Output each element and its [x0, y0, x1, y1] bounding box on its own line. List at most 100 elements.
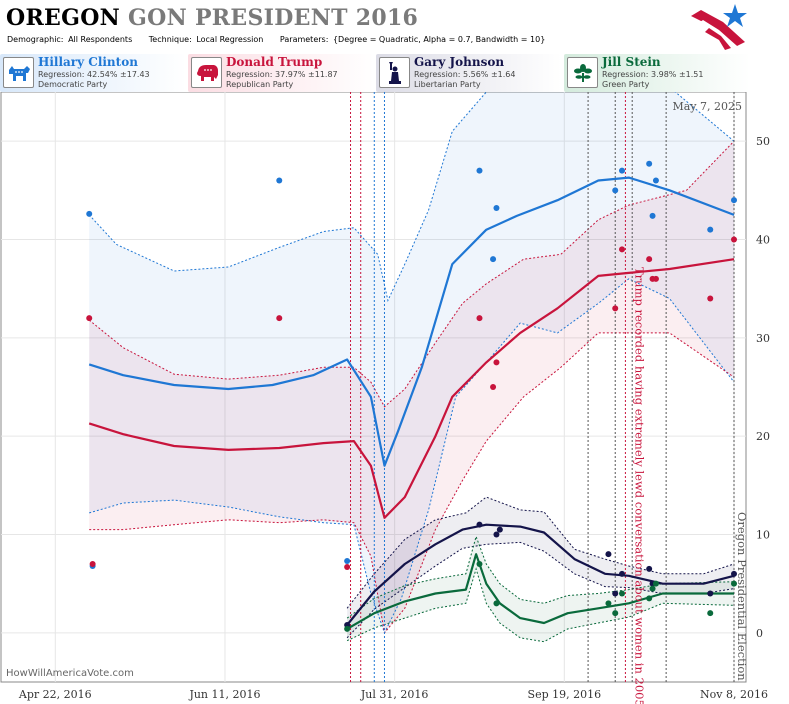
candidate-regression: Regression: 5.56% ±1.64 [414, 70, 516, 79]
upper-bound-line [88, 92, 735, 303]
x-tick-label: Nov 8, 2016 [700, 688, 768, 701]
poll-point [476, 167, 483, 174]
poll-point [612, 610, 619, 617]
poll-point [476, 315, 483, 322]
source-label: HowWillAmericaVote.com [6, 668, 134, 679]
poll-point [619, 590, 626, 597]
poll-point [707, 610, 714, 617]
flower-icon [567, 57, 598, 88]
poll-point [646, 565, 653, 572]
poll-point [612, 590, 619, 597]
candidate-name: Hillary Clinton [38, 55, 138, 69]
poll-point [707, 590, 714, 597]
candidate-party: Democratic Party [38, 80, 108, 89]
candidate-card-clinton[interactable]: Hillary Clinton Regression: 42.54% ±17.4… [0, 54, 186, 92]
page-title: OREGON GON PRESIDENT 2016 [6, 5, 418, 31]
candidate-name: Donald Trump [226, 55, 323, 69]
annotation-label: Trump recorded having extremely lewd con… [632, 267, 646, 704]
confidence-band [89, 92, 734, 633]
parameters-value: {Degree = Quadratic, Alpha = 0.7, Bandwi… [332, 35, 546, 44]
poll-point [344, 625, 351, 632]
x-tick-label: Sep 19, 2016 [528, 688, 602, 701]
candidate-regression: Regression: 3.98% ±1.51 [602, 70, 704, 79]
candidate-legend: Hillary Clinton Regression: 42.54% ±17.4… [0, 54, 789, 92]
poll-point [652, 177, 659, 184]
poll-point [731, 197, 737, 204]
poll-point [493, 600, 500, 607]
candidate-party: Libertarian Party [414, 80, 481, 89]
poll-point [646, 160, 653, 167]
confidence-band [347, 536, 734, 642]
plot-frame [0, 92, 747, 683]
regression-line [88, 176, 735, 467]
poll-point [476, 561, 483, 567]
x-tick-label: Jul 31, 2016 [360, 688, 429, 701]
poll-point [707, 226, 714, 233]
poll-point [619, 167, 626, 174]
candidate-name: Jill Stein [602, 55, 661, 69]
poll-point [646, 256, 653, 263]
candidate-card-trump[interactable]: Donald Trump Regression: 37.97% ±11.87 R… [188, 54, 374, 92]
candidate-party: Green Party [602, 80, 650, 89]
demographic-value: All Respondents [68, 35, 133, 44]
poll-point [490, 256, 497, 263]
poll-point [646, 595, 653, 602]
candidate-regression: Regression: 42.54% ±17.43 [38, 70, 150, 79]
y-tick-label: 0 [756, 627, 763, 640]
poll-point [344, 558, 351, 565]
candidate-card-johnson[interactable]: Gary Johnson Regression: 5.56% ±1.64 Lib… [376, 54, 562, 92]
lower-bound-line [346, 541, 735, 639]
demographic-label: Demographic: [7, 35, 64, 44]
poll-point [612, 187, 619, 194]
poll-point [86, 210, 93, 217]
elephant-icon [191, 57, 222, 88]
parameters-line: Demographic: All Respondents Technique: … [7, 35, 559, 44]
plot-area [86, 92, 737, 682]
poll-point [731, 580, 737, 587]
regression-line [346, 553, 734, 630]
regression-line [88, 258, 735, 519]
confidence-band [347, 497, 734, 638]
technique-label: Technique: [148, 35, 192, 44]
poll-point [731, 236, 737, 243]
poll-point [652, 275, 659, 282]
site-logo [691, 4, 747, 50]
poll-point [707, 295, 714, 302]
poll-point [344, 563, 351, 570]
lower-bound-line [89, 332, 735, 634]
poll-point [276, 177, 283, 184]
lower-bound-line [346, 567, 735, 643]
lower-bound-line [89, 278, 735, 635]
y-tick-label: 20 [756, 430, 770, 443]
confidence-band [89, 141, 734, 633]
annotation-label: Oregon Presidential Election [735, 512, 749, 681]
poll-point [731, 570, 737, 577]
poll-point [652, 580, 659, 587]
poll-point [605, 600, 612, 607]
y-tick-label: 50 [756, 135, 770, 148]
upper-bound-line [346, 534, 735, 619]
poll-point [89, 561, 96, 567]
poll-point [649, 585, 656, 592]
x-tick-label: Jun 11, 2016 [188, 688, 260, 701]
upper-bound-line [346, 496, 735, 609]
liberty-icon [379, 57, 410, 88]
poll-point [605, 551, 612, 558]
y-tick-label: 10 [756, 529, 770, 542]
candidate-name: Gary Johnson [414, 55, 505, 69]
poll-point [490, 384, 497, 390]
x-tick-label: Apr 22, 2016 [18, 688, 92, 701]
candidate-card-stein[interactable]: Jill Stein Regression: 3.98% ±1.51 Green… [564, 54, 750, 92]
polling-chart: Apr 22, 2016 Jun 11, 2016 Jul 31, 2016 Sep … [0, 92, 770, 704]
poll-point [619, 246, 626, 253]
technique-value: Local Regression [196, 35, 264, 44]
poll-point [649, 212, 656, 219]
poll-point [86, 315, 93, 322]
poll-point [493, 359, 500, 366]
poll-point [493, 531, 500, 538]
title-rest: GON PRESIDENT 2016 [128, 5, 419, 31]
candidate-party: Republican Party [226, 80, 294, 89]
poll-point [612, 305, 619, 312]
candidate-regression: Regression: 37.97% ±11.87 [226, 70, 338, 79]
state-name: OREGON [6, 5, 121, 31]
